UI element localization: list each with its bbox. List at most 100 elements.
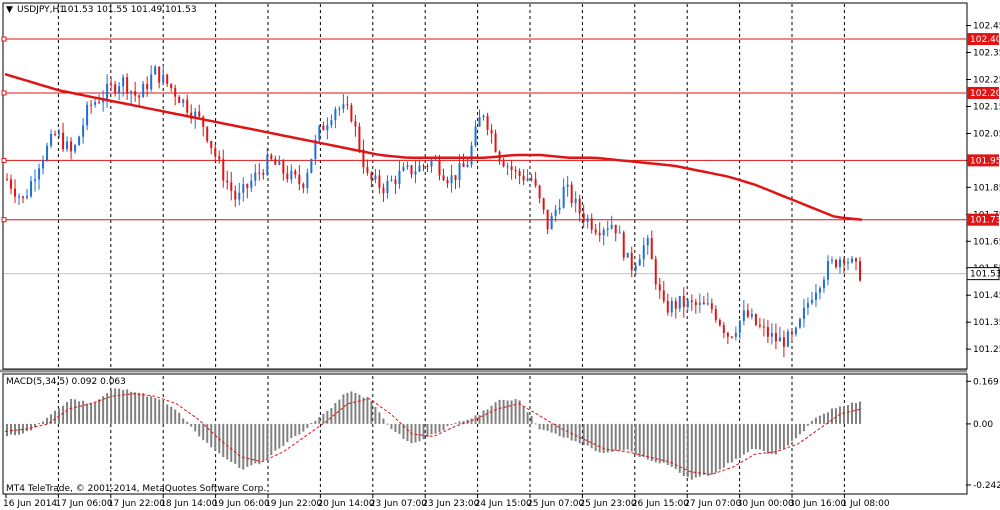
x-tick-label: 30 Jun 00:00 — [737, 499, 794, 509]
candle-body — [734, 332, 737, 337]
candle-body — [750, 314, 753, 317]
candle-body — [314, 139, 317, 160]
candle-body — [838, 259, 841, 268]
macd-bar — [542, 423, 545, 430]
candle-body — [302, 184, 305, 188]
candle-body — [290, 170, 293, 180]
candle-body — [594, 229, 597, 233]
macd-bar — [370, 401, 373, 424]
candle-body — [194, 111, 197, 119]
candle-body — [202, 116, 205, 127]
header-arrow-icon[interactable]: ▼ — [6, 5, 13, 15]
candle-body — [246, 184, 249, 188]
macd-bar — [418, 423, 421, 442]
macd-bar — [858, 401, 861, 424]
macd-bar — [142, 393, 145, 424]
macd-bar — [806, 423, 809, 426]
level-price-tag — [967, 86, 999, 99]
macd-bar — [846, 405, 849, 424]
candle-body — [670, 301, 673, 313]
candle-body — [130, 91, 133, 94]
macd-bar — [590, 423, 593, 449]
candle-body — [174, 87, 177, 97]
level-price-tag — [967, 154, 999, 167]
y-tick-label: 102.15 — [973, 102, 1000, 112]
macd-bar — [610, 423, 613, 452]
candle-body — [826, 261, 829, 280]
price-axis[interactable]: 102.45 102.35 102.25 102.15 102.05 101.95 101.… — [966, 22, 1000, 356]
level-anchor[interactable] — [1, 36, 7, 42]
macd-bar — [638, 423, 641, 457]
macd-bar — [30, 423, 33, 431]
candle-body — [26, 196, 29, 198]
macd-bar — [702, 423, 705, 475]
level-anchor[interactable] — [1, 157, 7, 163]
macd-bar — [386, 423, 389, 425]
macd-bar — [854, 403, 857, 424]
macd-bar — [718, 423, 721, 470]
macd-histogram — [4, 388, 863, 480]
candle-body — [342, 104, 345, 109]
macd-bar — [654, 423, 657, 463]
candle-body — [226, 180, 229, 183]
candle-body — [770, 332, 773, 337]
level-price-tag — [967, 213, 999, 226]
macd-bar — [522, 406, 525, 424]
macd-bar — [130, 391, 133, 424]
candle-body — [94, 102, 97, 105]
x-tick-label: 19 Jun 06:00 — [213, 499, 270, 509]
candle-body — [570, 184, 573, 204]
macd-bar — [190, 423, 193, 427]
candle-body — [714, 309, 717, 321]
macd-bar — [330, 408, 333, 424]
level-anchor[interactable] — [1, 90, 7, 96]
candle-body — [166, 74, 169, 84]
macd-bar — [462, 421, 465, 424]
candle-body — [642, 245, 645, 260]
macd-bar — [322, 413, 325, 424]
main-panel-frame — [2, 2, 968, 370]
candle-body — [38, 168, 41, 180]
candle-body — [590, 218, 593, 230]
vertical-grid — [57, 4, 845, 492]
ma-line — [4, 72, 863, 221]
macd-bar — [586, 423, 589, 446]
macd-bar — [614, 423, 617, 451]
macd-bar — [742, 423, 745, 455]
candle-body — [666, 300, 669, 313]
level-anchor[interactable] — [1, 217, 7, 223]
macd-bar — [262, 423, 265, 461]
macd-bar — [134, 392, 137, 424]
x-tick-label: 26 Jun 15:00 — [632, 499, 689, 509]
macd-bar — [730, 423, 733, 463]
candle-body — [790, 331, 793, 335]
candle-body — [238, 192, 241, 200]
candle-body — [450, 175, 453, 184]
macd-bar — [266, 423, 269, 459]
x-tick-label: 25 Jun 23:00 — [579, 499, 636, 509]
candle-body — [686, 300, 689, 307]
candle-body — [62, 132, 65, 150]
candle-body — [778, 337, 781, 342]
candle-body — [502, 161, 505, 167]
macd-bar — [834, 408, 837, 424]
macd-bar — [110, 390, 113, 424]
candle-body — [822, 279, 825, 289]
macd-y-tick-label: 0.169 — [973, 377, 999, 387]
candle-body — [430, 160, 433, 167]
x-tick-label: 23 Jun 07:00 — [370, 499, 427, 509]
candle-body — [446, 179, 449, 184]
candle-body — [114, 84, 117, 93]
macd-bar — [726, 423, 729, 464]
candle-body — [738, 320, 741, 333]
candle-body — [186, 99, 189, 113]
candle-body — [122, 77, 125, 87]
candle-body — [610, 224, 613, 229]
macd-bar — [498, 399, 501, 424]
horizontal-levels[interactable]: 102.40 102.20 101.95 101.73 101.53 — [1, 33, 1000, 281]
candle-body — [50, 134, 53, 146]
candle-body — [230, 182, 233, 191]
